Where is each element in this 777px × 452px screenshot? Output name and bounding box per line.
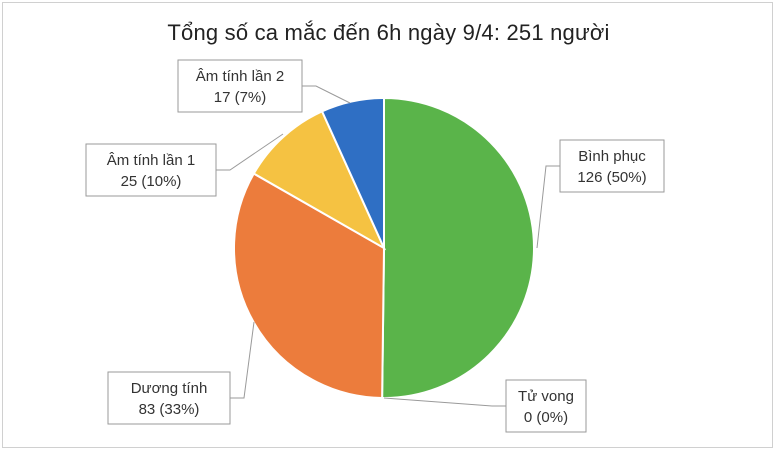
data-label-value-2: 83 (33%)	[139, 401, 200, 418]
leader-line-0	[536, 165, 560, 249]
data-label-name-0: Bình phục	[578, 148, 646, 165]
chart-title: Tổng số ca mắc đến 6h ngày 9/4: 251 ngườ…	[167, 20, 610, 45]
leader-line-4	[302, 85, 351, 104]
data-label-box-1	[505, 379, 587, 433]
data-label-name-3: Âm tính lần 1	[107, 152, 195, 169]
data-label-box-0	[559, 139, 665, 193]
data-label-box-4	[177, 59, 303, 113]
data-label-box-2	[107, 371, 231, 425]
leader-lines	[216, 85, 560, 407]
data-label-value-1: 0 (0%)	[524, 409, 568, 426]
pie-slice-4	[320, 96, 385, 249]
leader-line-2	[230, 321, 255, 399]
pie-slice-3	[252, 110, 387, 251]
leader-line-1	[383, 397, 506, 407]
leader-line-3	[216, 133, 284, 171]
data-label-box-3	[85, 143, 217, 197]
data-label-value-0: 126 (50%)	[577, 169, 646, 186]
data-label-value-3: 25 (10%)	[121, 173, 182, 190]
data-label-name-2: Dương tính	[131, 380, 208, 397]
data-label-value-4: 17 (7%)	[214, 89, 267, 106]
pie-slices	[233, 96, 535, 400]
data-label-name-1: Tử vong	[518, 388, 574, 405]
data-labels: Bình phục 126 (50%) Tử vong 0 (0%) Dương tín…	[85, 59, 665, 433]
pie-slice-0	[381, 96, 535, 399]
data-label-name-4: Âm tính lần 2	[196, 68, 284, 85]
